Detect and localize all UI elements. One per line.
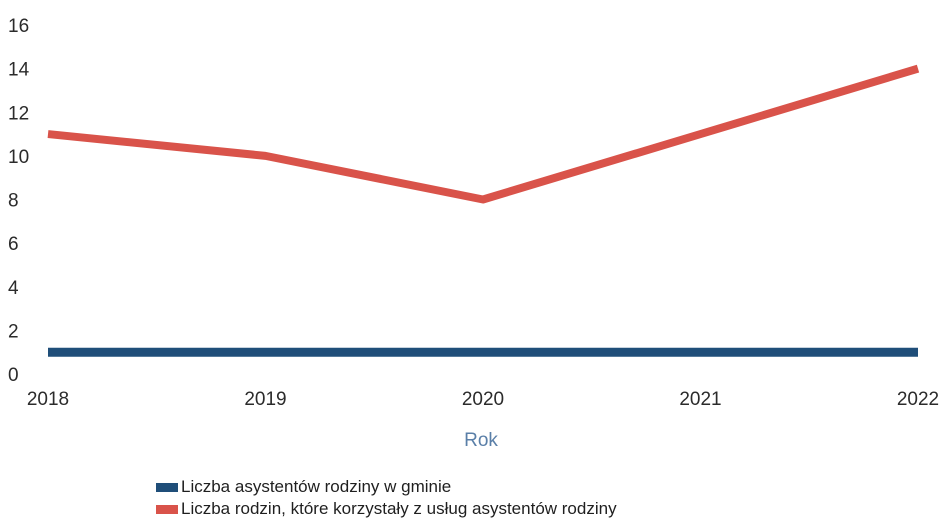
legend-swatch-rodziny [156, 504, 178, 514]
series-lines [47, 64, 920, 357]
y-tick-label: 6 [8, 234, 19, 255]
x-tick-label: 2018 [27, 389, 69, 410]
series-line-1 [47, 64, 920, 204]
legend-item-rodziny: Liczba rodzin, które korzystały z usług … [156, 498, 617, 520]
legend-label-asystenci: Liczba asystentów rodziny w gminie [181, 477, 452, 496]
x-tick-label: 2021 [679, 389, 721, 410]
x-axis-label: Rok [464, 430, 498, 451]
x-tick-label: 2019 [244, 389, 286, 410]
x-tick-label: 2020 [462, 389, 504, 410]
x-tick-label: 2022 [897, 389, 939, 410]
legend-swatch-asystenci [156, 482, 178, 492]
x-axis-ticks: 2018 2019 2020 2021 2022 [27, 389, 939, 410]
legend-item-asystenci: Liczba asystentów rodziny w gminie [156, 476, 617, 498]
y-tick-label: 4 [8, 278, 19, 299]
y-tick-label: 10 [8, 147, 29, 168]
y-tick-label: 16 [8, 16, 29, 37]
legend-label-rodziny: Liczba rodzin, które korzystały z usług … [181, 499, 617, 518]
y-tick-label: 0 [8, 365, 19, 386]
y-tick-label: 12 [8, 103, 29, 124]
y-axis-ticks: 0 2 4 6 8 10 12 14 16 [8, 16, 30, 386]
y-tick-label: 2 [8, 321, 19, 342]
y-tick-label: 14 [8, 60, 30, 81]
legend: Liczba asystentów rodziny w gminie Liczb… [156, 476, 617, 520]
y-tick-label: 8 [8, 191, 19, 212]
